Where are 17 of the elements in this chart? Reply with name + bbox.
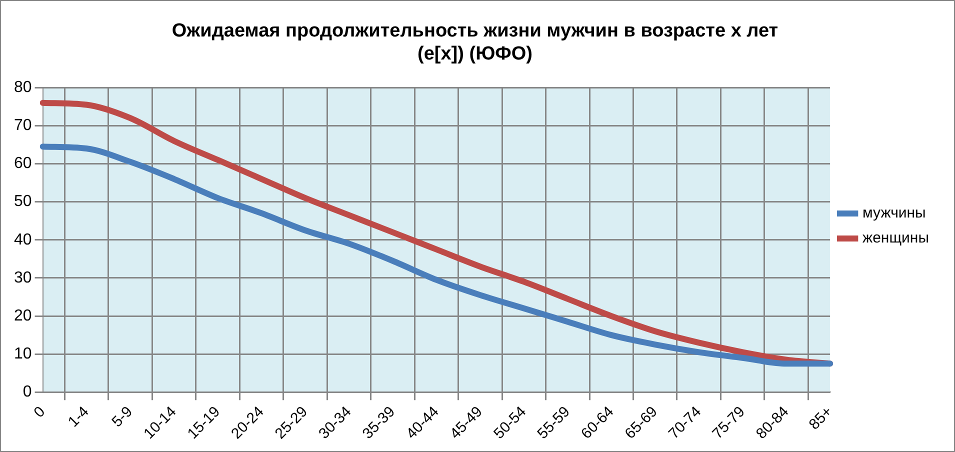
legend-label: женщины [862, 230, 930, 247]
y-tick-label: 10 [14, 345, 32, 362]
x-tick-label: 85+ [806, 403, 836, 434]
legend-label: мужчины [862, 204, 926, 222]
text: (e[x]) (ЮФО) [418, 43, 532, 64]
x-tick-label: 1-4 [64, 403, 92, 431]
y-tick-label: 50 [14, 193, 32, 210]
y-tick-label: 60 [14, 155, 32, 172]
y-tick-label: 20 [14, 307, 32, 324]
y-tick-label: 70 [14, 117, 32, 134]
x-tick-label: 5-9 [108, 403, 136, 431]
text: Ожидаемая продолжительность жизни мужчин в возрасте х лет [172, 20, 778, 42]
y-tick-label: 30 [14, 269, 32, 286]
y-tick-label: 80 [14, 79, 32, 96]
x-tick-label: 0 [30, 403, 49, 422]
y-tick-label: 40 [14, 231, 32, 248]
y-tick-label: 0 [22, 384, 32, 401]
